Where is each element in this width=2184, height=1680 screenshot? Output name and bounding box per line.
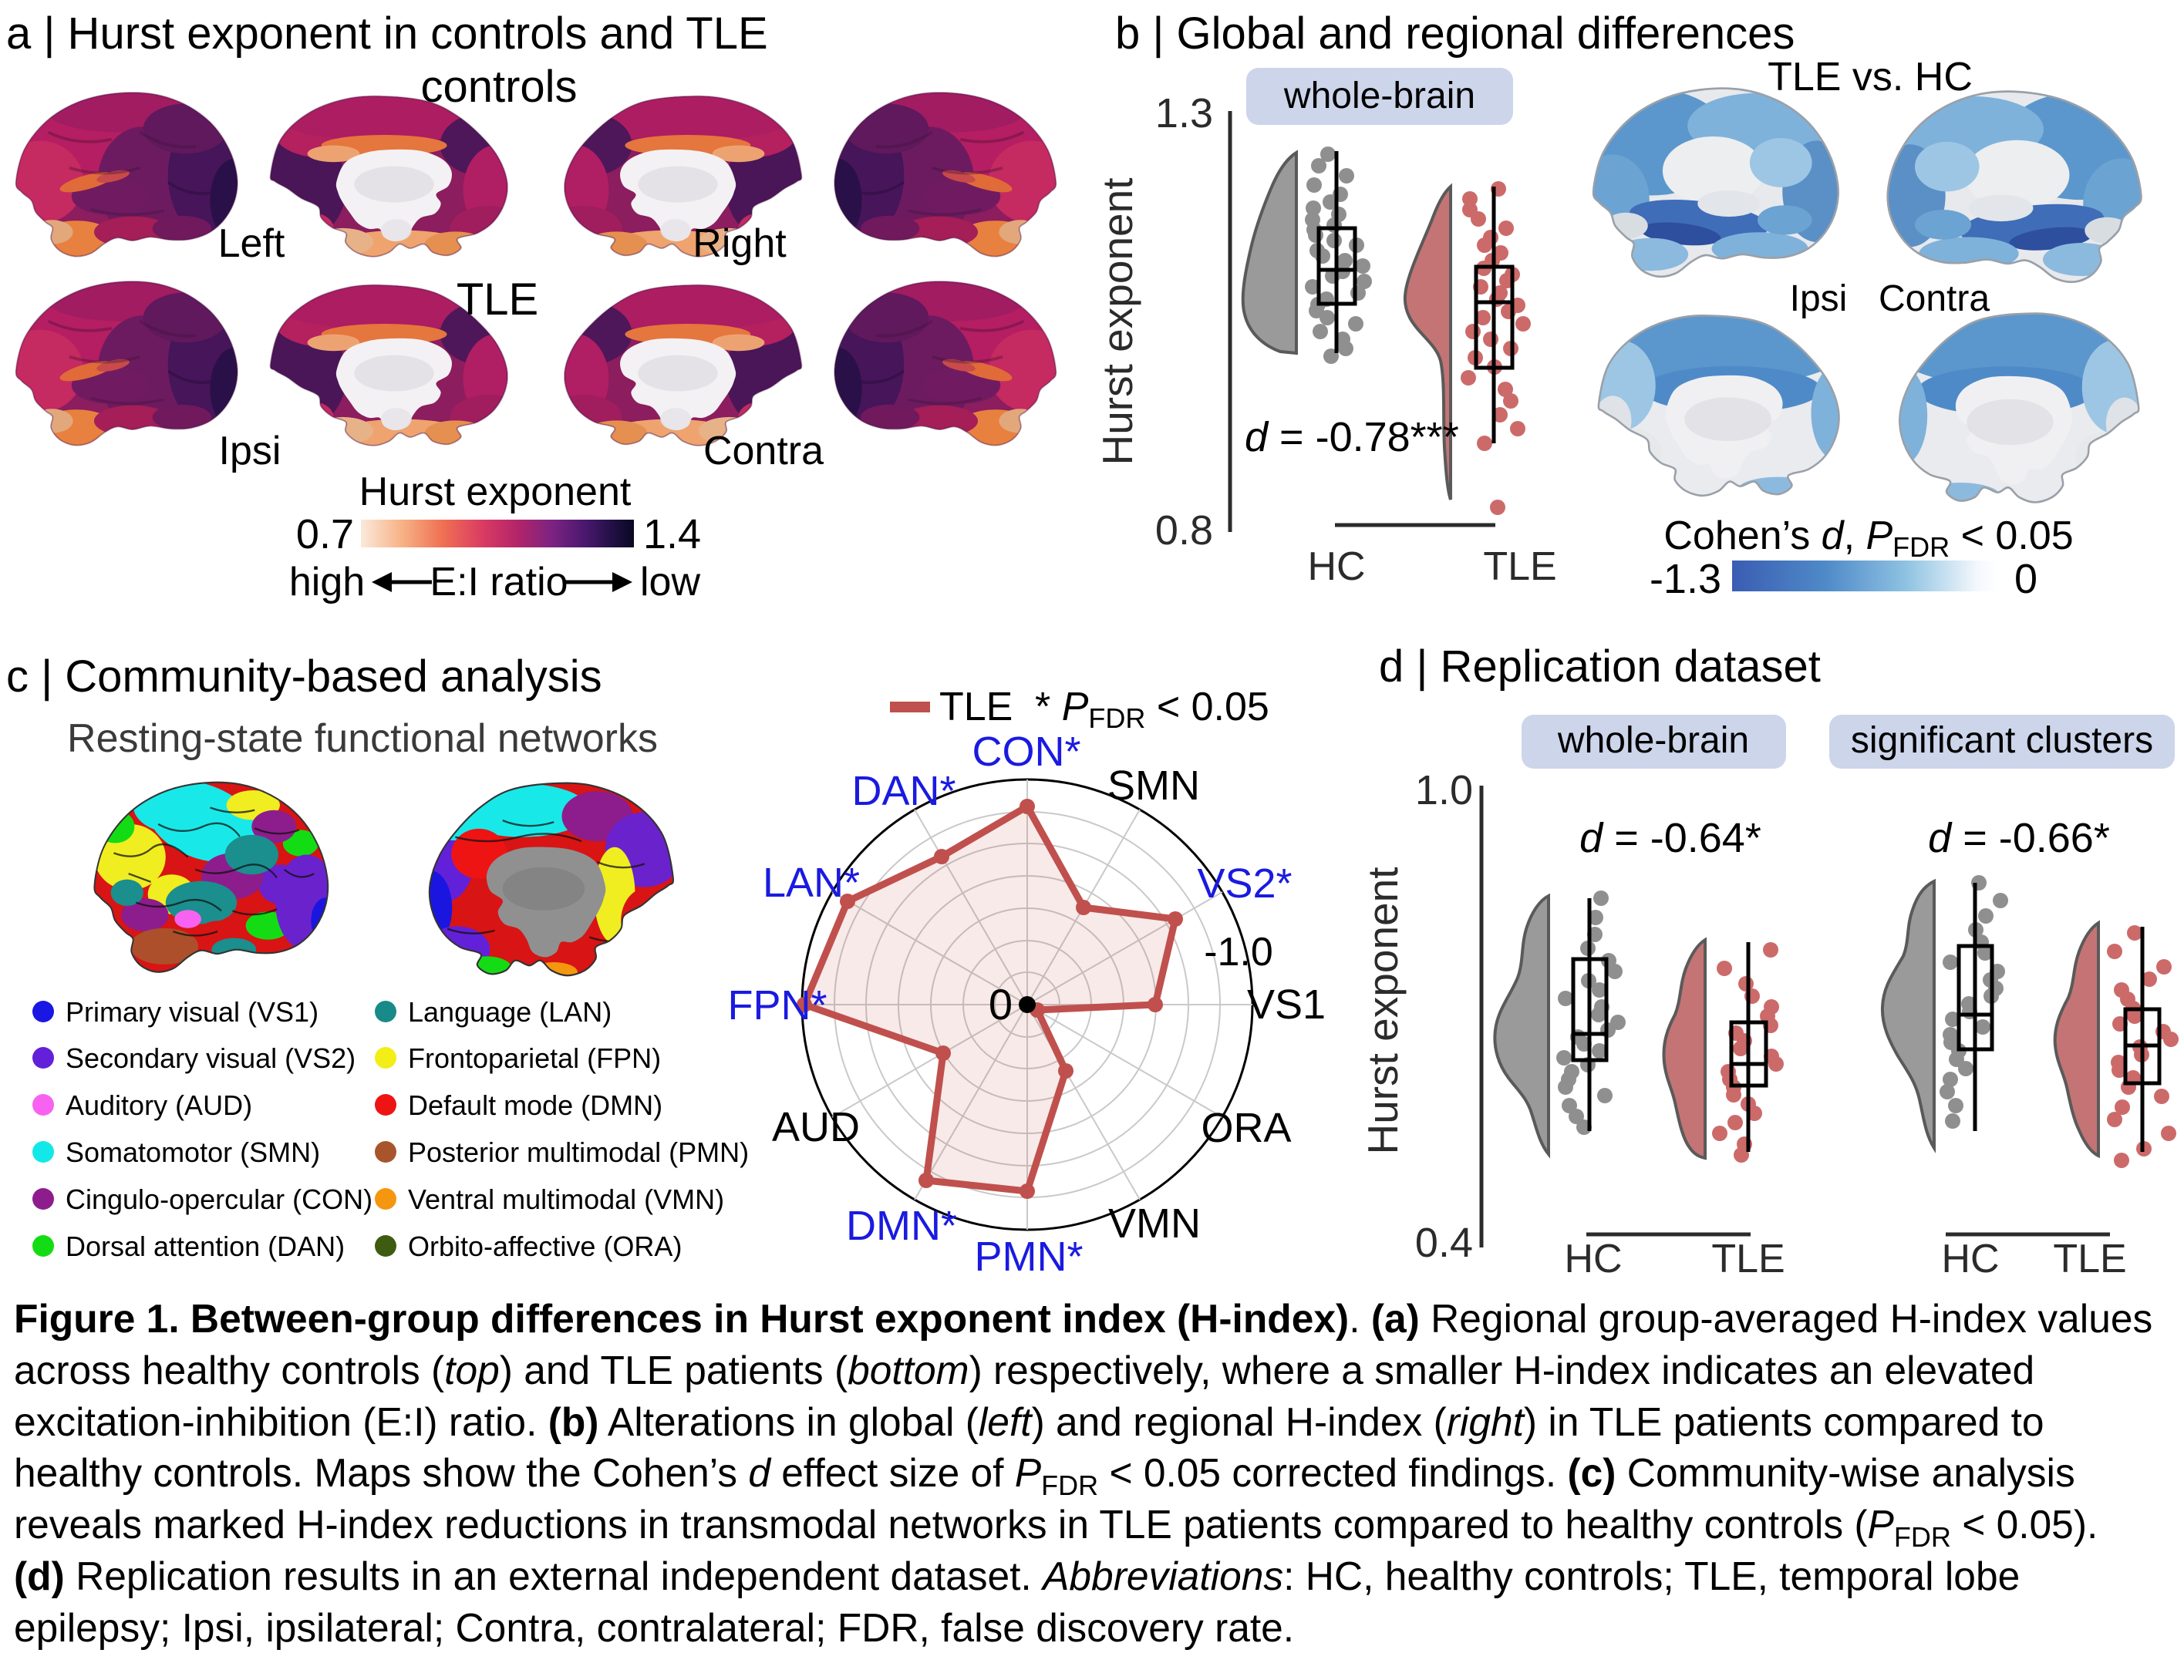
svg-text:TLE vs. HC: TLE vs. HC <box>1768 55 1973 99</box>
svg-text:SMN: SMN <box>1107 763 1200 809</box>
svg-text:Resting-state functional netwo: Resting-state functional networks <box>67 716 658 761</box>
svg-text:TLE: TLE <box>2053 1237 2126 1281</box>
svg-text:Hurst exponent: Hurst exponent <box>1094 178 1141 466</box>
svg-text:HC: HC <box>1941 1237 1999 1281</box>
svg-text:HC: HC <box>1307 544 1365 589</box>
svg-text:Language (LAN): Language (LAN) <box>408 996 612 1028</box>
svg-text:DMN*: DMN* <box>846 1203 957 1249</box>
svg-text:d | Replication dataset: d | Replication dataset <box>1379 641 1821 692</box>
svg-text:CON*: CON* <box>972 729 1080 775</box>
svg-text:ORA: ORA <box>1201 1105 1291 1151</box>
svg-text:HC: HC <box>1564 1237 1622 1281</box>
svg-text:Somatomotor (SMN): Somatomotor (SMN) <box>66 1136 320 1168</box>
svg-text:1.0: 1.0 <box>1415 767 1473 813</box>
svg-text:0.7: 0.7 <box>296 511 354 557</box>
svg-text:TLE: TLE <box>1483 544 1556 589</box>
svg-text:PMN*: PMN* <box>974 1234 1083 1280</box>
svg-text:1.3: 1.3 <box>1155 90 1213 136</box>
svg-text:0.8: 0.8 <box>1155 507 1213 554</box>
svg-text:Posterior multimodal (PMN): Posterior multimodal (PMN) <box>408 1136 749 1168</box>
svg-text:low: low <box>640 560 700 604</box>
svg-text:-1.0: -1.0 <box>1204 930 1273 975</box>
svg-text:Hurst exponent: Hurst exponent <box>1359 867 1407 1155</box>
svg-text:VMN: VMN <box>1108 1200 1201 1247</box>
svg-text:Contra: Contra <box>703 429 824 473</box>
svg-text:Default mode (DMN): Default mode (DMN) <box>408 1089 662 1121</box>
svg-text:Ipsi: Ipsi <box>1790 278 1848 319</box>
svg-text:Orbito-affective (ORA): Orbito-affective (ORA) <box>408 1231 682 1262</box>
svg-text:d = -0.78***: d = -0.78*** <box>1245 414 1459 460</box>
svg-text:a | Hurst exponent in controls: a | Hurst exponent in controls and TLE <box>6 8 768 59</box>
svg-text:whole-brain: whole-brain <box>1283 76 1475 116</box>
svg-text:Contra: Contra <box>1879 278 1990 319</box>
svg-text:TLE: TLE <box>457 274 538 325</box>
svg-text:E:I ratio: E:I ratio <box>430 560 568 604</box>
svg-text:whole-brain: whole-brain <box>1557 720 1749 761</box>
svg-text:-1.3: -1.3 <box>1650 556 1721 602</box>
svg-text:Ventral multimodal (VMN): Ventral multimodal (VMN) <box>408 1183 724 1215</box>
svg-text:Secondary visual (VS2): Secondary visual (VS2) <box>66 1042 356 1074</box>
svg-text:AUD: AUD <box>772 1104 860 1150</box>
svg-text:VS2*: VS2* <box>1197 860 1292 907</box>
svg-text:Auditory (AUD): Auditory (AUD) <box>66 1089 252 1121</box>
svg-text:0.4: 0.4 <box>1415 1220 1473 1266</box>
svg-text:Cingulo-opercular (CON): Cingulo-opercular (CON) <box>66 1183 372 1215</box>
svg-text:TLE: TLE <box>1711 1237 1785 1281</box>
svg-text:DAN*: DAN* <box>851 768 956 814</box>
svg-text:Left: Left <box>218 221 285 266</box>
svg-text:high: high <box>289 560 365 604</box>
svg-text:d = -0.64*: d = -0.64* <box>1579 815 1761 861</box>
svg-text:Ipsi: Ipsi <box>219 429 281 473</box>
svg-text:controls: controls <box>420 62 577 112</box>
svg-text:FPN*: FPN* <box>727 982 827 1029</box>
svg-text:1.4: 1.4 <box>643 511 701 557</box>
svg-text:Hurst exponent: Hurst exponent <box>359 470 632 514</box>
svg-text:0: 0 <box>2014 556 2037 602</box>
svg-text:TLE: TLE <box>939 685 1013 729</box>
svg-text:* PFDR < 0.05: * PFDR < 0.05 <box>1035 685 1269 734</box>
svg-text:0: 0 <box>989 980 1013 1029</box>
svg-text:significant clusters: significant clusters <box>1851 720 2153 761</box>
svg-text:b | Global and regional differ: b | Global and regional differences <box>1115 8 1795 59</box>
svg-text:Frontoparietal (FPN): Frontoparietal (FPN) <box>408 1042 661 1074</box>
svg-text:Right: Right <box>693 221 787 266</box>
svg-text:LAN*: LAN* <box>763 860 860 906</box>
svg-text:Cohen’s d, PFDR < 0.05: Cohen’s d, PFDR < 0.05 <box>1663 513 2073 563</box>
svg-text:c | Community-based analysis: c | Community-based analysis <box>6 651 602 702</box>
svg-text:d = -0.66*: d = -0.66* <box>1928 815 2110 861</box>
svg-text:Primary visual (VS1): Primary visual (VS1) <box>66 996 318 1028</box>
svg-text:Dorsal attention (DAN): Dorsal attention (DAN) <box>66 1231 345 1262</box>
svg-text:VS1: VS1 <box>1247 981 1326 1028</box>
